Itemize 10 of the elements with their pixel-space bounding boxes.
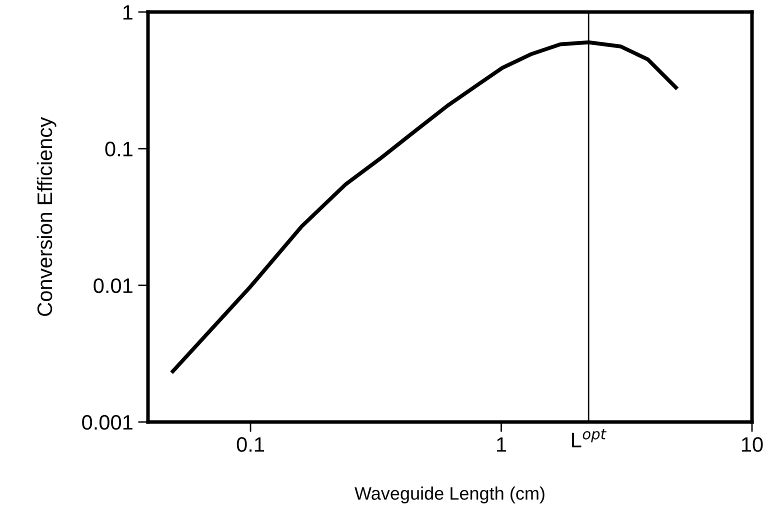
x-tick-label: 1: [497, 437, 506, 452]
y-tick-label: 0.001: [82, 415, 132, 430]
ref-line-label: L$^{opt}$: [572, 429, 606, 448]
y-axis-title: Conversion Efficiency: [36, 117, 56, 316]
x-axis-title: Waveguide Length (cm): [354, 486, 544, 504]
y-tick-label: 0.1: [105, 142, 132, 156]
x-tick-label: 10: [742, 437, 763, 452]
y-tick-label: 0.01: [94, 278, 132, 294]
y-tick-label: 1: [123, 5, 132, 20]
x-tick-label: 0.1: [236, 437, 264, 452]
